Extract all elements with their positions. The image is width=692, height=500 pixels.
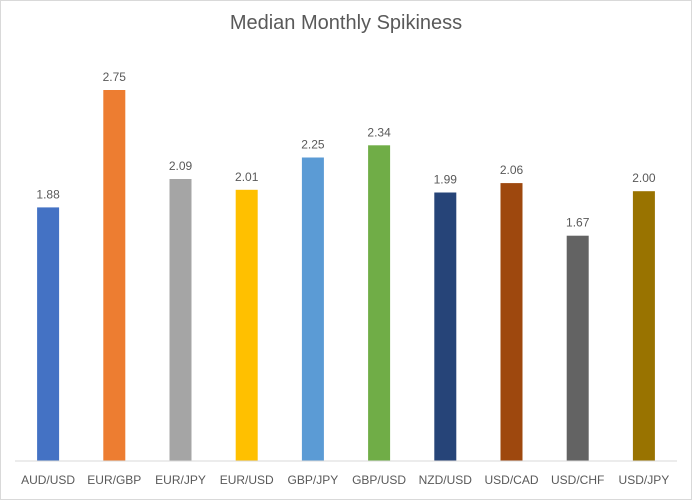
bar-aud-usd bbox=[37, 207, 60, 461]
bar-eur-gbp bbox=[103, 90, 126, 461]
chart-title: Median Monthly Spikiness bbox=[229, 12, 463, 34]
value-label-nzd-usd: 1.99 bbox=[434, 173, 458, 187]
bar-eur-usd bbox=[235, 189, 258, 462]
category-label-nzd-usd: NZD/USD bbox=[419, 473, 473, 487]
value-label-usd-cad: 2.06 bbox=[500, 163, 524, 177]
value-labels-layer: 1.88 2.75 2.09 2.01 2.25 2.34 1.99 2.06 1.67 2.00 bbox=[36, 70, 655, 230]
category-label-eur-usd: EUR/USD bbox=[220, 473, 274, 487]
bar-usd-cad bbox=[500, 183, 523, 461]
category-label-usd-jpy: USD/JPY bbox=[619, 473, 670, 487]
bar-gbp-jpy bbox=[301, 157, 324, 461]
bar-usd-jpy bbox=[632, 191, 655, 461]
bar-eur-jpy bbox=[169, 179, 192, 461]
category-label-usd-cad: USD/CAD bbox=[484, 473, 538, 487]
category-label-gbp-usd: GBP/USD bbox=[352, 473, 406, 487]
bars-layer bbox=[37, 90, 655, 462]
category-labels-layer: AUD/USD EUR/GBP EUR/JPY EUR/USD GBP/JPY GBP/U… bbox=[21, 473, 669, 487]
value-label-eur-gbp: 2.75 bbox=[103, 70, 127, 84]
value-label-gbp-jpy: 2.25 bbox=[301, 138, 325, 152]
category-label-aud-usd: AUD/USD bbox=[21, 473, 75, 487]
value-label-usd-chf: 1.67 bbox=[566, 216, 590, 230]
bar-nzd-usd bbox=[434, 192, 457, 461]
value-label-eur-usd: 2.01 bbox=[235, 170, 259, 184]
category-label-usd-chf: USD/CHF bbox=[551, 473, 604, 487]
category-label-eur-jpy: EUR/JPY bbox=[155, 473, 206, 487]
bar-usd-chf bbox=[566, 235, 589, 461]
value-label-usd-jpy: 2.00 bbox=[632, 171, 656, 185]
value-label-aud-usd: 1.88 bbox=[36, 187, 60, 201]
category-label-gbp-jpy: GBP/JPY bbox=[288, 473, 339, 487]
value-label-eur-jpy: 2.09 bbox=[169, 159, 193, 173]
bar-gbp-usd bbox=[368, 145, 391, 462]
category-label-eur-gbp: EUR/GBP bbox=[87, 473, 141, 487]
value-label-gbp-usd: 2.34 bbox=[367, 125, 391, 139]
